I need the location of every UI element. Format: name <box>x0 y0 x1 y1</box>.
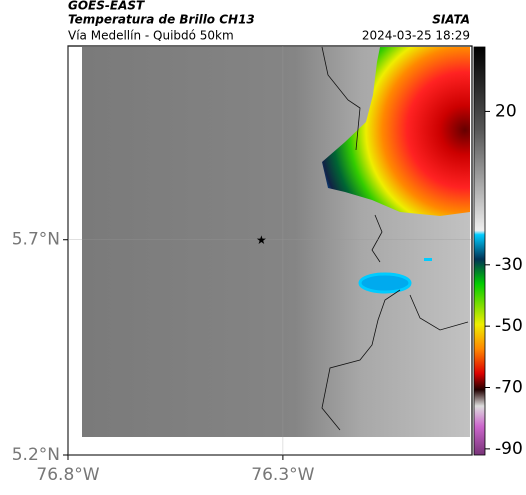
colorbar-tick-label: -30 <box>495 255 523 275</box>
cloud-cell <box>424 258 432 261</box>
boundary-line <box>321 46 469 431</box>
y-tick-label: 5.2°N <box>12 445 60 465</box>
colorbar-tick-label: -90 <box>495 439 523 459</box>
subtitle: Vía Medellín - Quibdó 50km <box>68 29 234 43</box>
credit: SIATA <box>432 13 470 27</box>
cloud-cell <box>358 272 412 294</box>
y-tick-label: 5.7°N <box>12 230 60 250</box>
title: Temperatura de Brillo CH13 <box>68 13 255 27</box>
colorbar-tick-label: -50 <box>495 316 523 336</box>
datetime: 2024-03-25 18:29 <box>362 29 470 43</box>
axes: 76.8°W 76.3°W 5.7°N 5.2°N ★ 20 -30 -50 -70 -90 <box>12 46 523 485</box>
colorbar <box>473 46 486 456</box>
x-tick-label: 76.8°W <box>36 465 99 485</box>
cloud-top <box>322 47 470 216</box>
location-marker: ★ <box>256 233 267 247</box>
colorbar-tick-label: 20 <box>495 101 517 121</box>
source: GOES-EAST <box>68 0 145 13</box>
colorbar-tick-label: -70 <box>495 378 523 398</box>
x-tick-label: 76.3°W <box>251 465 314 485</box>
